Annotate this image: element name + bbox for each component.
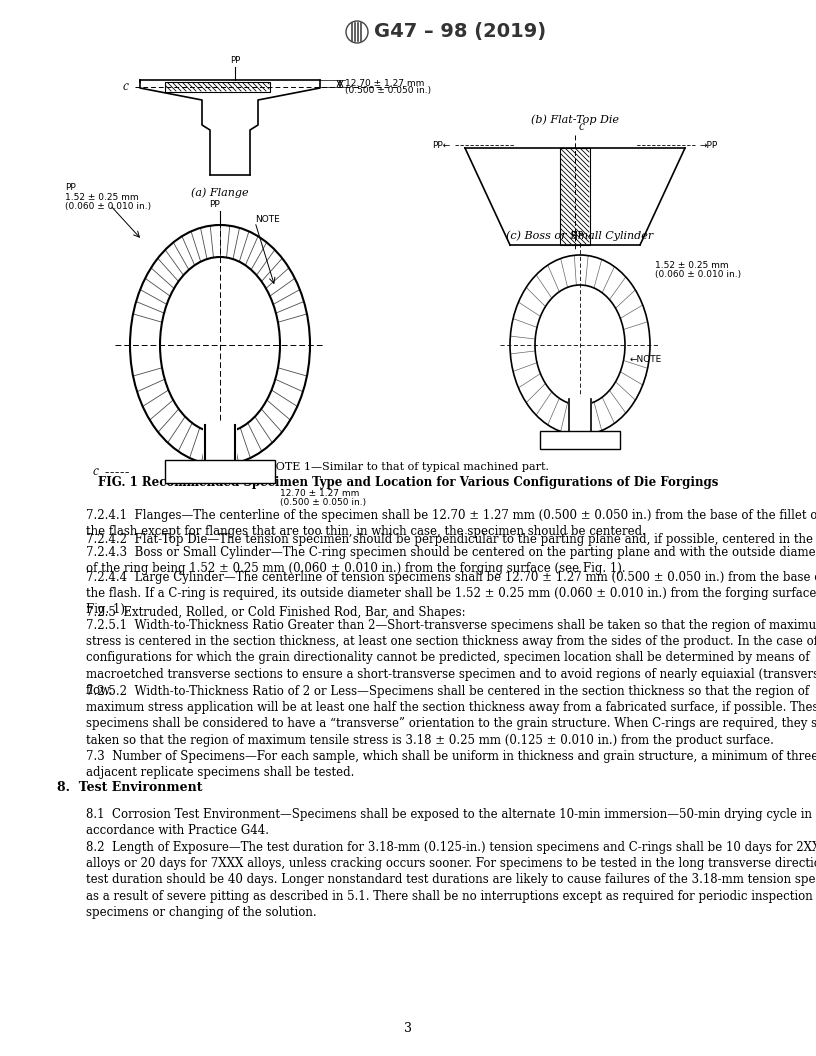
Text: 1.52 ± 0.25 mm: 1.52 ± 0.25 mm: [65, 192, 139, 202]
Bar: [560, 148, 590, 245]
Bar: [540, 431, 620, 449]
Text: (0.060 ± 0.010 in.): (0.060 ± 0.010 in.): [65, 203, 151, 211]
Text: 7.2.5.2  Width-to-Thickness Ratio of 2 or Less—Specimens shall be centered in th: 7.2.5.2 Width-to-Thickness Ratio of 2 or…: [86, 685, 816, 747]
Bar: [165, 82, 270, 92]
Text: 7.2.5.1  Width-to-Thickness Ratio Greater than 2—Short-transverse specimens shal: 7.2.5.1 Width-to-Thickness Ratio Greater…: [86, 619, 816, 697]
Text: (c) Boss or Small Cylinder: (c) Boss or Small Cylinder: [507, 230, 654, 241]
Text: 7.2.4.4  Large Cylinder—The centerline of tension specimens shall be 12.70 ± 1.2: 7.2.4.4 Large Cylinder—The centerline of…: [86, 571, 816, 617]
Text: 7.2.5  Extruded, Rolled, or Cold Finished Rod, Bar, and Shapes:: 7.2.5 Extruded, Rolled, or Cold Finished…: [86, 606, 466, 619]
Text: NOTE 1—Similar to that of typical machined part.: NOTE 1—Similar to that of typical machin…: [267, 463, 549, 472]
Text: (0.060 ± 0.010 in.): (0.060 ± 0.010 in.): [655, 270, 741, 280]
Text: 7.2.4.3  Boss or Small Cylinder—The C-ring specimen should be centered on the pa: 7.2.4.3 Boss or Small Cylinder—The C-rin…: [86, 546, 816, 576]
Text: 7.2.4.2  Flat-Top Die—The tension specimen should be perpendicular to the partin: 7.2.4.2 Flat-Top Die—The tension specime…: [86, 533, 816, 546]
Text: 8.1  Corrosion Test Environment—Specimens shall be exposed to the alternate 10-m: 8.1 Corrosion Test Environment—Specimens…: [86, 808, 812, 837]
Text: 12.70 ± 1.27 mm: 12.70 ± 1.27 mm: [280, 489, 359, 497]
Text: 12.70 ± 1.27 mm: 12.70 ± 1.27 mm: [345, 78, 424, 88]
Text: $\mathcal{C}$: $\mathcal{C}$: [92, 466, 100, 477]
Text: PP: PP: [230, 56, 240, 65]
Text: 1.52 ± 0.25 mm: 1.52 ± 0.25 mm: [655, 261, 729, 269]
Text: PP: PP: [65, 183, 76, 191]
Text: $\mathcal{C}$: $\mathcal{C}$: [122, 81, 130, 93]
Text: 8.  Test Environment: 8. Test Environment: [57, 781, 202, 794]
Text: $\mathcal{C}$: $\mathcal{C}$: [578, 121, 586, 132]
Text: ←NOTE: ←NOTE: [630, 356, 663, 364]
Text: (a) Flange: (a) Flange: [191, 187, 249, 197]
Text: NOTE: NOTE: [255, 215, 280, 225]
Text: G47 – 98 (2019): G47 – 98 (2019): [374, 22, 546, 41]
Text: (0.500 ± 0.050 in.): (0.500 ± 0.050 in.): [280, 498, 366, 508]
Text: P|P: P|P: [570, 231, 583, 240]
Text: 7.3  Number of Specimens—For each sample, which shall be uniform in thickness an: 7.3 Number of Specimens—For each sample,…: [86, 750, 816, 779]
Bar: [203, 423, 237, 475]
Text: FIG. 1 Recommended Specimen Type and Location for Various Configurations of Die : FIG. 1 Recommended Specimen Type and Loc…: [98, 476, 718, 489]
Text: (0.500 ± 0.050 in.): (0.500 ± 0.050 in.): [345, 86, 431, 94]
Text: →PP: →PP: [700, 140, 718, 150]
Text: 3: 3: [404, 1021, 412, 1035]
Bar: [568, 397, 592, 444]
Text: PP: PP: [210, 200, 220, 209]
Text: (b) Flat-Top Die: (b) Flat-Top Die: [531, 114, 619, 125]
Text: 7.2.4.1  Flanges—The centerline of the specimen shall be 12.70 ± 1.27 mm (0.500 : 7.2.4.1 Flanges—The centerline of the sp…: [86, 509, 816, 539]
Bar: [165, 460, 275, 483]
Text: PP←: PP←: [432, 140, 450, 150]
Text: 8.2  Length of Exposure—The test duration for 3.18-mm (0.125-in.) tension specim: 8.2 Length of Exposure—The test duration…: [86, 841, 816, 919]
